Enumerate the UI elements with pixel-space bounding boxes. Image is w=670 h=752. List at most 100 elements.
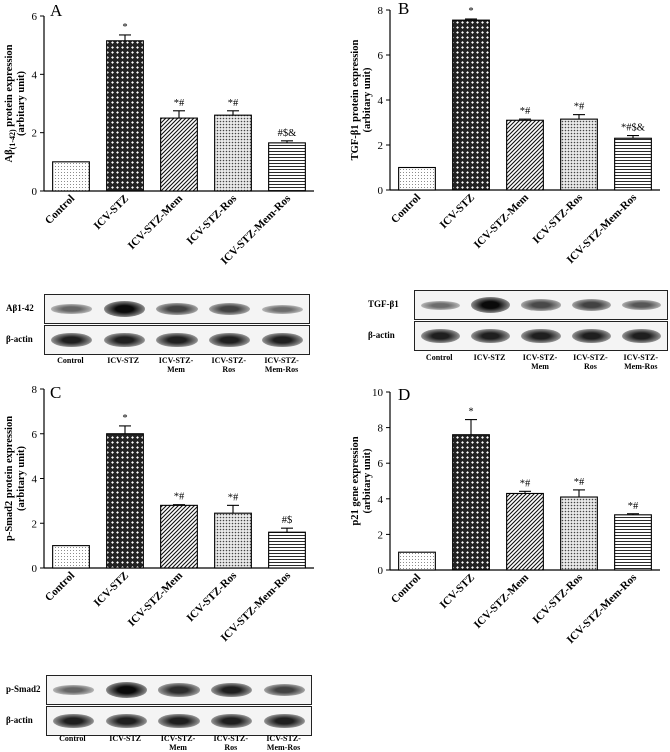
bar-icv-stz-mem xyxy=(160,117,198,192)
panel-letter: B xyxy=(398,0,409,18)
blot-band xyxy=(156,303,198,315)
blot-band xyxy=(264,684,306,696)
y-tick-label: 4 xyxy=(32,474,38,486)
blot-strip xyxy=(46,706,312,736)
x-tick-label: Control xyxy=(389,192,423,226)
blot-band xyxy=(158,713,200,729)
blot-band xyxy=(50,304,92,314)
y-tick-label: 0 xyxy=(32,186,38,198)
blot-strip xyxy=(44,294,310,324)
x-tick-label: ICV-STZ-Mem xyxy=(126,570,185,629)
blot-band xyxy=(52,713,94,729)
x-tick-label: ICV-STZ-Mem xyxy=(472,192,531,251)
bar-icv-stz-mem xyxy=(506,119,544,191)
blot-band xyxy=(420,300,460,310)
blot-band xyxy=(262,332,304,348)
blot-row-label: β-actin xyxy=(6,715,33,725)
bar-icv-stz-ros xyxy=(560,118,598,191)
blot-band xyxy=(211,682,253,698)
significance-label: *# xyxy=(174,98,185,109)
blot-lane-label: ICV-STZ- Mem-Ros xyxy=(623,353,659,371)
x-tick-label: ICV-STZ-Mem xyxy=(472,572,531,631)
blot-lane-label: Control xyxy=(59,734,86,743)
y-tick-label: 0 xyxy=(32,563,38,575)
blot-band xyxy=(103,332,145,348)
blot-lane-label: ICV-STZ- Mem xyxy=(158,356,194,374)
panel-letter: C xyxy=(50,383,61,402)
significance-label: *# xyxy=(228,492,239,503)
y-axis-label: p-Smad2 protein expression xyxy=(4,416,15,541)
blot-band xyxy=(158,683,200,697)
bar-icv-stz-ros xyxy=(560,496,598,571)
blot-lane-label: ICV-STZ xyxy=(107,356,140,365)
blot-band xyxy=(571,328,612,344)
x-tick-label: ICV-STZ-Ros xyxy=(531,191,586,246)
bar-icv-stz-ros xyxy=(214,114,252,192)
y-tick-label: 4 xyxy=(378,494,384,506)
significance-label: *# xyxy=(520,106,531,117)
y-axis-label: p21 gene expression xyxy=(350,436,361,525)
y-tick-label: 2 xyxy=(32,518,38,530)
x-tick-label: ICV-STZ xyxy=(438,572,477,611)
chart-panel-D: D 0 2 4 6 8 10 p21 gene expression (arbitary uni… xyxy=(350,385,660,646)
blot-lane-label: ICV-STZ xyxy=(473,353,506,362)
x-tick-label: Control xyxy=(389,572,423,606)
blot-lane-label: ICV-STZ- Mem xyxy=(160,734,196,752)
blot-row-label: β-actin xyxy=(6,334,33,344)
x-tick-label: ICV-STZ xyxy=(92,193,131,232)
y-tick-label: 2 xyxy=(378,140,384,152)
blot-band xyxy=(209,303,251,315)
bar-icv-stz-mem-ros xyxy=(268,142,306,192)
bar-icv-stz-ros xyxy=(214,512,252,569)
blot-band xyxy=(521,299,561,311)
blot-band xyxy=(156,332,198,348)
bar-icv-stz xyxy=(452,434,490,571)
blot-band xyxy=(264,713,306,729)
x-tick-label: ICV-STZ-Ros xyxy=(531,571,586,626)
y-tick-label: 0 xyxy=(378,565,384,577)
x-tick-label: ICV-STZ-Mem xyxy=(126,193,185,252)
chart-panel-A: A 0 2 4 6 Aβ(1-42) protein expression (arbitar… xyxy=(4,1,314,267)
blot-band xyxy=(571,299,612,311)
x-tick-label: ICV-STZ xyxy=(92,570,131,609)
x-tick-label: Control xyxy=(43,570,77,604)
x-tick-label: ICV-STZ-Ros xyxy=(185,192,240,247)
bar-icv-stz-mem xyxy=(506,492,544,571)
blot-strip xyxy=(46,675,312,705)
y-axis-label-unit: (arbitary unit) xyxy=(362,67,373,133)
bar-control xyxy=(398,166,436,191)
blot-band xyxy=(420,328,460,344)
blot-band xyxy=(209,332,251,348)
blot-lane-label: ICV-STZ- Mem-Ros xyxy=(266,734,301,752)
bar-icv-stz-mem-ros xyxy=(614,514,652,571)
blot-band xyxy=(52,685,94,695)
chart-panel-B: B 0 2 4 6 8 TGF-β1 protein expression (arbitary… xyxy=(350,0,660,266)
blot-row-label: β-actin xyxy=(368,330,395,340)
blot-lane-label: ICV-STZ- Mem xyxy=(522,353,558,371)
blot-band xyxy=(103,301,145,317)
blot-band xyxy=(470,328,511,344)
blot-band xyxy=(50,332,92,348)
significance-label: #$& xyxy=(278,128,297,139)
blot-lane-label: ICV-STZ- Ros xyxy=(213,734,249,752)
significance-label: *# xyxy=(174,492,185,503)
blot-row-label: Aβ1-42 xyxy=(6,303,34,313)
blot-lane-label: Control xyxy=(425,353,453,362)
bar-icv-stz-mem xyxy=(160,504,198,569)
y-tick-label: 8 xyxy=(378,423,384,435)
significance-label: *# xyxy=(628,501,639,512)
x-tick-label: Control xyxy=(43,193,77,227)
blot-row-label: TGF-β1 xyxy=(368,299,399,309)
blot-strip xyxy=(414,321,668,351)
y-tick-label: 2 xyxy=(378,529,384,541)
blot-lane-label: ICV-STZ- Ros xyxy=(211,356,247,374)
blot-lane-label: Control xyxy=(57,356,84,365)
y-tick-label: 4 xyxy=(378,95,384,107)
significance-label: * xyxy=(468,6,473,17)
blot-lane-label: ICV-STZ- Mem-Ros xyxy=(264,356,299,374)
blot-band xyxy=(262,304,304,314)
y-tick-label: 6 xyxy=(32,429,38,441)
y-tick-label: 6 xyxy=(378,458,384,470)
y-tick-label: 0 xyxy=(378,185,384,197)
